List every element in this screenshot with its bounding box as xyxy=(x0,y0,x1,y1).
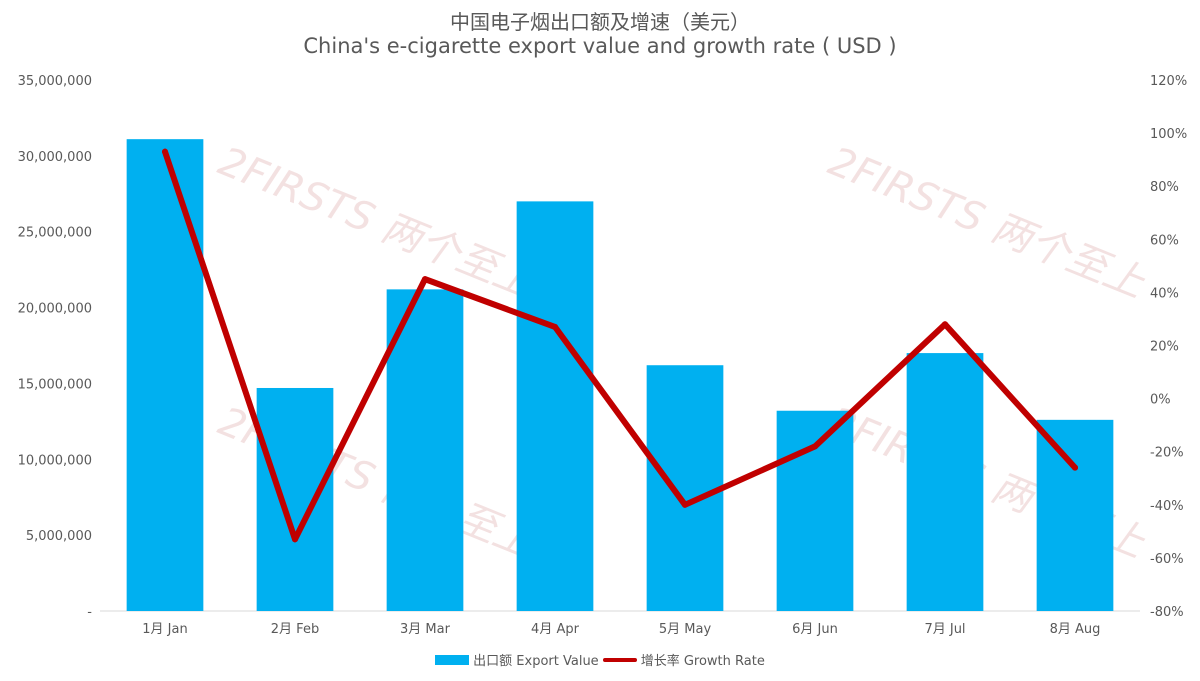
bar-export-value xyxy=(126,139,204,611)
point-growth-rate xyxy=(942,321,948,328)
y-right-tick-label: 120% xyxy=(1150,74,1187,89)
point-growth-rate xyxy=(1072,464,1078,471)
point-growth-rate xyxy=(162,148,168,155)
y-right-tick-label: -40% xyxy=(1150,499,1184,514)
x-tick-label: 3月 Mar xyxy=(400,622,451,637)
point-growth-rate xyxy=(422,276,428,283)
x-tick-label: 4月 Apr xyxy=(531,622,580,637)
bar-export-value xyxy=(1036,419,1114,611)
bar-export-value xyxy=(646,365,724,611)
legend: 出口额 Export Value 增长率 Growth Rate xyxy=(0,650,1200,669)
bar-export-value xyxy=(386,289,464,611)
point-growth-rate xyxy=(812,443,818,450)
y-left-tick-label: - xyxy=(87,605,92,620)
y-right-tick-label: -20% xyxy=(1150,446,1184,461)
y-left-tick-label: 20,000,000 xyxy=(18,302,92,317)
bar-export-value xyxy=(906,353,984,611)
y-right-tick-label: 100% xyxy=(1150,127,1187,142)
legend-label-growth-rate: 增长率 Growth Rate xyxy=(640,654,765,669)
x-tick-label: 2月 Feb xyxy=(271,622,319,637)
y-right-tick-label: 20% xyxy=(1150,340,1179,355)
y-left-tick-label: 15,000,000 xyxy=(18,377,92,392)
y-right-tick-label: 0% xyxy=(1150,393,1171,408)
y-left-tick-label: 30,000,000 xyxy=(18,150,92,165)
bar-export-value xyxy=(776,410,854,611)
chart-subtitle: China's e-cigarette export value and gro… xyxy=(303,34,897,58)
point-growth-rate xyxy=(292,536,298,543)
legend-label-export-value: 出口额 Export Value xyxy=(473,654,599,669)
bar-export-value xyxy=(256,387,334,611)
y-left-tick-label: 25,000,000 xyxy=(18,226,92,241)
line-growth-rate xyxy=(162,148,1078,543)
bar-export-value xyxy=(516,201,594,611)
legend-swatch-line xyxy=(602,657,637,662)
y-right-tick-label: -80% xyxy=(1150,605,1184,620)
x-tick-label: 1月 Jan xyxy=(142,622,187,637)
point-growth-rate xyxy=(552,323,558,330)
legend-item-export-value: 出口额 Export Value xyxy=(435,650,599,669)
chart-title: 中国电子烟出口额及增速（美元） xyxy=(450,10,750,34)
y-right-tick-label: 40% xyxy=(1150,286,1179,301)
y-left-tick-label: 35,000,000 xyxy=(18,74,92,89)
y-right-tick-label: -60% xyxy=(1150,552,1184,567)
legend-swatch-bar xyxy=(435,654,470,665)
x-tick-label: 8月 Aug xyxy=(1050,622,1101,637)
x-tick-label: 6月 Jun xyxy=(792,622,838,637)
y-left-tick-label: 10,000,000 xyxy=(18,453,92,468)
legend-item-growth-rate: 增长率 Growth Rate xyxy=(602,650,765,669)
x-tick-label: 7月 Jul xyxy=(924,622,965,637)
point-growth-rate xyxy=(682,501,688,508)
y-right-tick-label: 60% xyxy=(1150,233,1179,248)
x-tick-label: 5月 May xyxy=(659,622,712,637)
y-right-tick-label: 80% xyxy=(1150,180,1179,195)
y-left-tick-label: 5,000,000 xyxy=(26,529,92,544)
